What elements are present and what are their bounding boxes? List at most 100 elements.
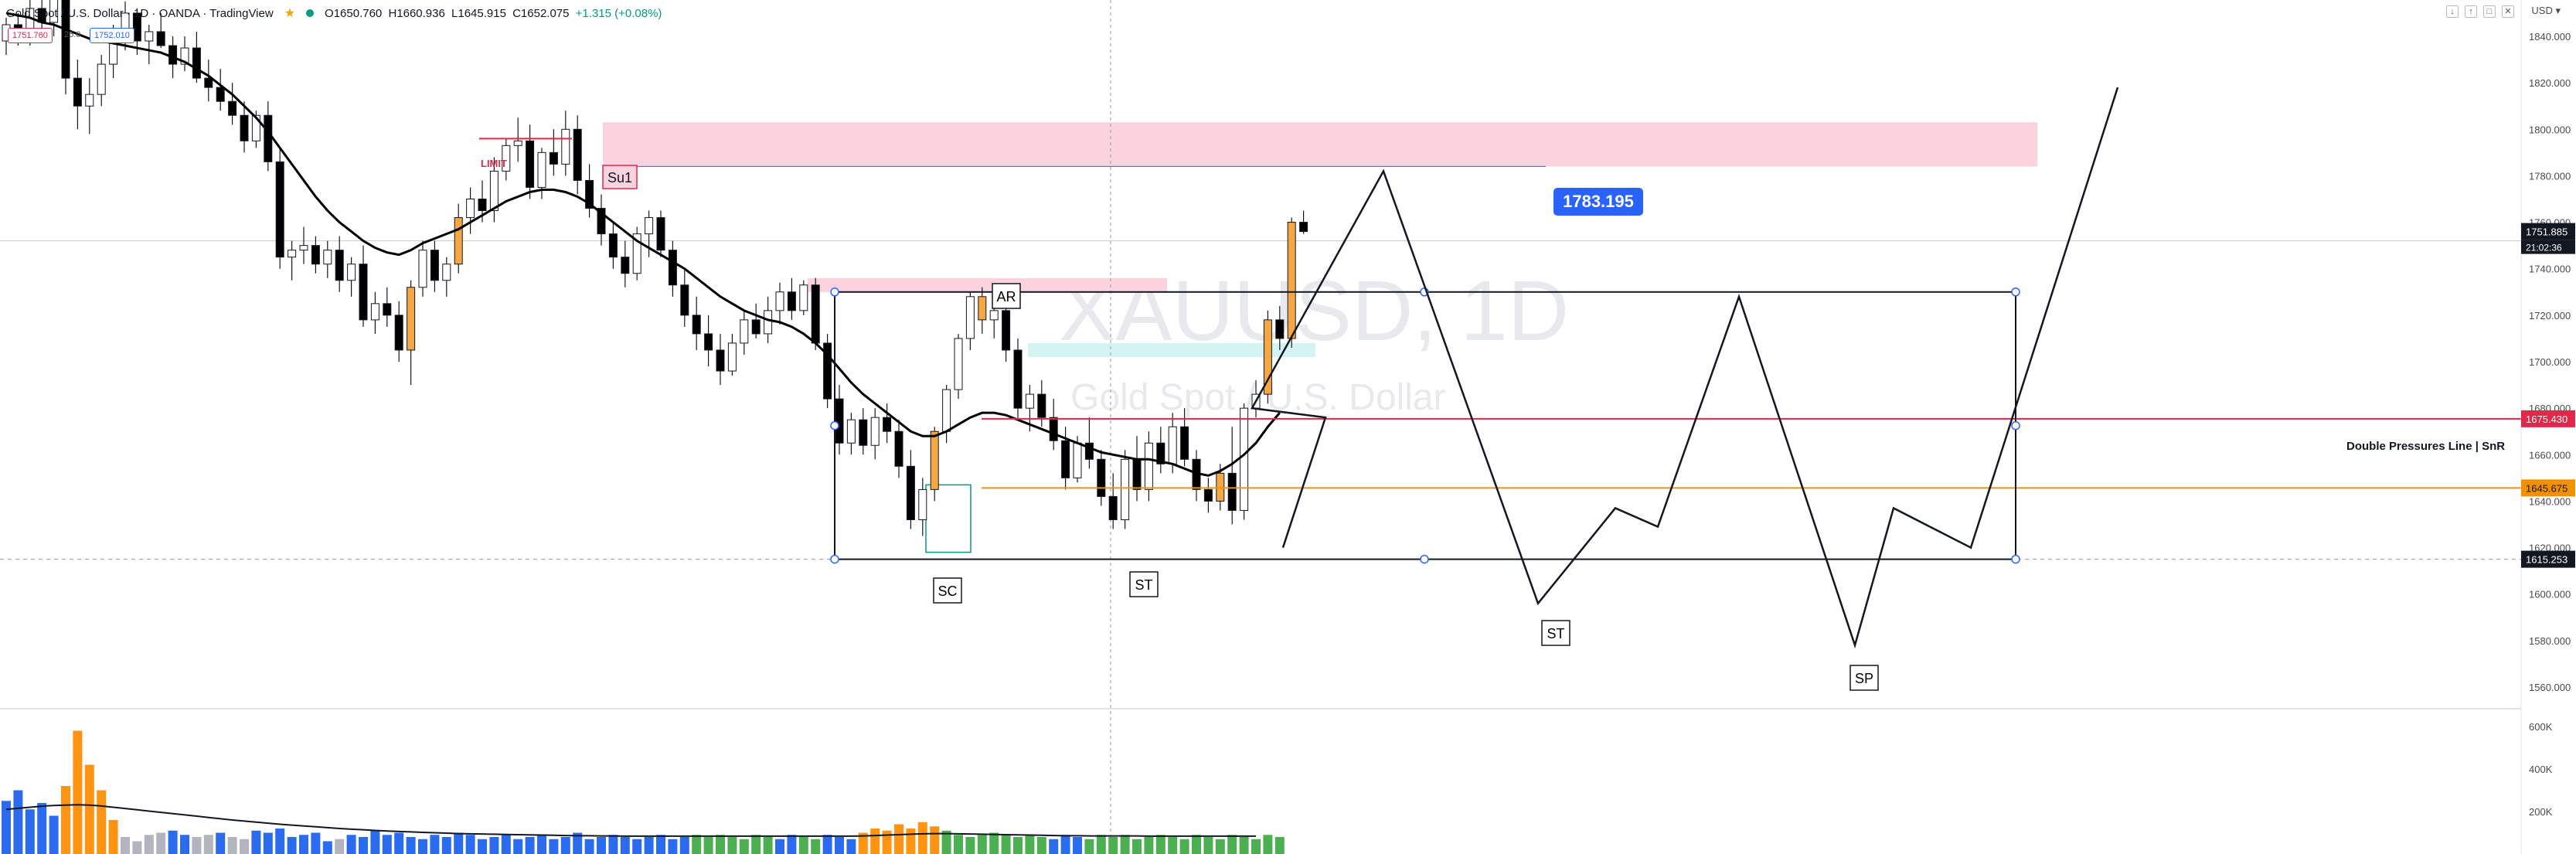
volume-bar bbox=[1108, 837, 1118, 854]
candle-body bbox=[1049, 417, 1058, 441]
candle-body bbox=[787, 291, 796, 311]
volume-bar bbox=[1120, 835, 1130, 854]
volume-bar bbox=[25, 809, 35, 854]
candle-body bbox=[240, 114, 249, 141]
volume-bar bbox=[977, 835, 987, 854]
candle-body bbox=[1227, 472, 1237, 511]
su1-box[interactable] bbox=[602, 165, 638, 189]
ohlc-low: L1645.915 bbox=[451, 6, 506, 20]
crosshair-price-label-bg bbox=[2521, 550, 2575, 568]
volume-bar bbox=[61, 786, 70, 854]
buy-button[interactable]: 1752.010 bbox=[90, 28, 134, 43]
sc-label: SC bbox=[938, 584, 957, 599]
volume-bar bbox=[1227, 835, 1237, 854]
star-icon[interactable]: ★ bbox=[284, 7, 296, 20]
volume-bar bbox=[1144, 837, 1154, 854]
price-tick-label: 1840.000 bbox=[2529, 31, 2571, 43]
volume-bar bbox=[263, 832, 273, 854]
candle-body bbox=[965, 296, 975, 339]
currency-selector[interactable]: USD ▾ bbox=[2531, 5, 2561, 16]
price-tick-label: 1720.000 bbox=[2529, 310, 2571, 322]
candle-body bbox=[442, 264, 451, 281]
volume-bar bbox=[180, 835, 189, 854]
price-tick-label: 1600.000 bbox=[2529, 589, 2571, 601]
volume-tick-label: 200K bbox=[2529, 806, 2553, 818]
candle-body bbox=[311, 245, 320, 265]
volume-bar bbox=[822, 835, 832, 854]
candle-body bbox=[478, 199, 487, 212]
ar-box[interactable] bbox=[992, 283, 1021, 309]
volume-bar bbox=[679, 837, 689, 854]
volume-bar bbox=[441, 837, 451, 854]
candle-body bbox=[930, 430, 939, 490]
candle-body bbox=[335, 250, 344, 281]
price-tick-label: 1700.000 bbox=[2529, 356, 2571, 368]
volume-bar bbox=[287, 837, 297, 854]
last-price-label: 1751.885 bbox=[2526, 226, 2567, 238]
candles-layer bbox=[2, 0, 1308, 536]
symbol-title[interactable]: Gold Spot / U.S. Dollar · 1D · OANDA · T… bbox=[6, 6, 274, 20]
volume-bar bbox=[121, 837, 130, 854]
candle-body bbox=[597, 208, 606, 235]
volume-bar bbox=[656, 835, 665, 854]
arrow-up-icon[interactable]: ↑ bbox=[2465, 5, 2477, 18]
ar-zone bbox=[808, 277, 1167, 292]
volume-bar bbox=[703, 837, 713, 854]
candle-body bbox=[1168, 426, 1177, 464]
candle-body bbox=[1037, 393, 1046, 418]
volume-bar bbox=[1203, 837, 1213, 854]
snr-price-label-bg bbox=[2521, 410, 2575, 427]
sell-button[interactable]: 1751.760 bbox=[8, 28, 53, 43]
limit-label: LIMIT bbox=[481, 158, 507, 169]
candle-body bbox=[370, 303, 379, 321]
orange-price-label-bg bbox=[2521, 479, 2575, 497]
volume-bar bbox=[513, 839, 523, 854]
target-price-badge[interactable] bbox=[1553, 188, 1643, 216]
st-box-2[interactable] bbox=[1541, 620, 1570, 646]
spread-value: 25.0 bbox=[64, 30, 81, 39]
su1-label: Su1 bbox=[607, 170, 632, 185]
ohlc-values: O1650.760 H1660.936 L1645.915 C1652.075 … bbox=[325, 7, 665, 20]
candle-body bbox=[359, 264, 368, 321]
candle-body bbox=[1121, 458, 1130, 520]
target-price-label: 1783.195 bbox=[1563, 192, 1634, 211]
candle-body bbox=[680, 284, 689, 316]
candle-body bbox=[537, 151, 546, 188]
volume-bar bbox=[573, 832, 583, 854]
candle-body bbox=[1287, 222, 1296, 339]
st-label-1: ST bbox=[1135, 577, 1152, 593]
sp-box[interactable] bbox=[1849, 665, 1879, 691]
volume-bar bbox=[1215, 839, 1225, 854]
ohlc-close: C1652.075 bbox=[512, 6, 570, 20]
candle-body bbox=[906, 465, 915, 520]
candle-body bbox=[1180, 426, 1189, 460]
candle-body bbox=[585, 179, 594, 209]
volume-bar bbox=[1179, 839, 1189, 854]
volume-bar bbox=[465, 835, 475, 854]
ohlc-open: O1650.760 bbox=[325, 6, 383, 20]
candle-body bbox=[180, 47, 189, 65]
candle-body bbox=[1002, 310, 1011, 351]
candle-body bbox=[621, 257, 630, 274]
volume-bar bbox=[668, 839, 678, 854]
candle-body bbox=[1097, 458, 1106, 497]
crosshair-price-label: 1615.253 bbox=[2526, 554, 2567, 566]
candle-body bbox=[918, 488, 927, 520]
st-box-1[interactable] bbox=[1129, 571, 1159, 597]
candle-body bbox=[1240, 407, 1249, 511]
volume-bar bbox=[489, 837, 499, 854]
volume-bar bbox=[870, 828, 880, 854]
volume-bar bbox=[216, 832, 226, 854]
close-icon[interactable]: ✕ bbox=[2502, 5, 2514, 18]
ar-label: AR bbox=[996, 289, 1016, 305]
candle-body bbox=[145, 31, 154, 42]
volume-bar bbox=[954, 835, 963, 854]
candle-body bbox=[978, 296, 987, 321]
candle-body bbox=[454, 217, 463, 265]
arrow-down-icon[interactable]: ↓ bbox=[2446, 5, 2459, 18]
volume-bar bbox=[406, 837, 416, 854]
sc-box[interactable] bbox=[933, 577, 962, 604]
volume-bar bbox=[917, 822, 927, 854]
maximize-icon[interactable]: □ bbox=[2483, 5, 2496, 18]
